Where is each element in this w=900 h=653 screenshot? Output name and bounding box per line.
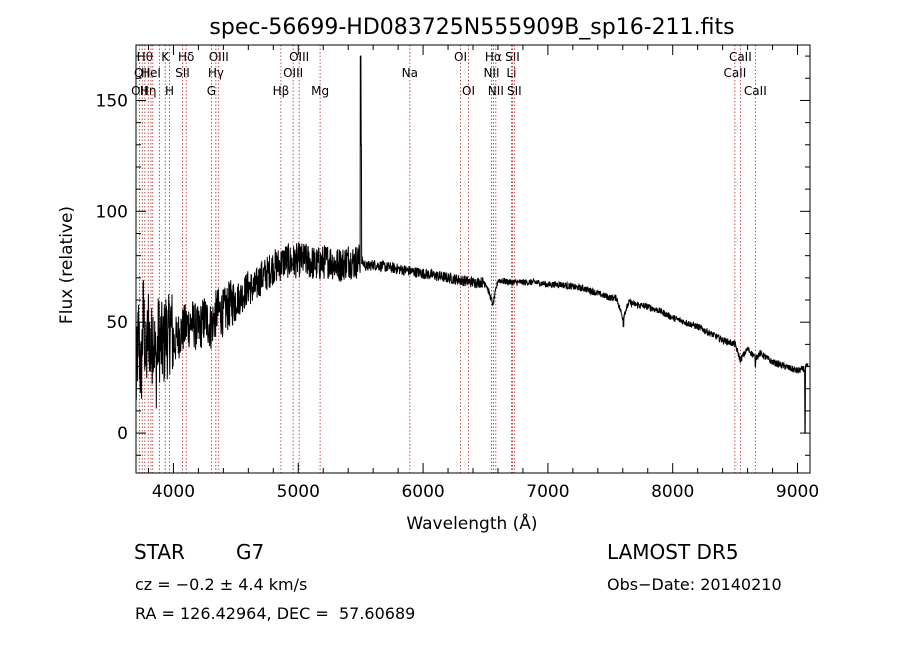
sky-coordinates: RA = 126.42964, DEC = 57.60689 [135, 604, 416, 623]
x-tick-label: 9000 [776, 482, 819, 502]
line-marker-label: Hα [485, 50, 502, 64]
plot-frame [135, 44, 811, 474]
redshift-velocity: cz = −0.2 ± 4.4 km/s [135, 575, 308, 594]
line-marker-label: OI [454, 50, 467, 64]
spectrum-line [135, 55, 809, 434]
x-axis-ticks: 4000 5000 6000 7000 8000 9000 [147, 45, 819, 502]
line-marker-label: Hθ [137, 50, 153, 64]
y-tick-label: 150 [96, 91, 128, 111]
chart-title: spec-56699-HD083725N555909B_sp16-211.fit… [209, 15, 734, 40]
line-marker-label: Li [506, 66, 516, 80]
line-marker-label: H [165, 84, 174, 98]
line-marker-label: OII [131, 84, 148, 98]
y-axis-ticks: 0 50 100 150 [96, 55, 810, 456]
x-tick-label: 5000 [277, 482, 320, 502]
line-marker-label: OIII [209, 50, 229, 64]
survey-name: LAMOST DR5 [607, 540, 739, 564]
y-tick-label: 100 [96, 202, 128, 222]
line-marker-label: Hδ [178, 50, 194, 64]
line-marker-label: NII [483, 66, 499, 80]
x-tick-label: 8000 [651, 482, 694, 502]
x-tick-label: 6000 [401, 482, 444, 502]
line-marker-label: SII [175, 66, 190, 80]
line-marker-label: Mg [311, 84, 329, 98]
line-marker-label: OIII [283, 66, 303, 80]
line-marker-label: Na [402, 66, 418, 80]
line-marker-label: OI [462, 84, 475, 98]
emission-line-markers: OIIQIIHθHηHeIKHSIIHδGHγOIIIHβOIIIOIIIMgN… [131, 45, 767, 473]
line-marker-label: K [161, 50, 170, 64]
line-marker-label: QII [134, 66, 151, 80]
x-axis-label: Wavelength (Å) [406, 512, 537, 534]
line-marker-label: Hβ [273, 84, 290, 98]
x-tick-label: 7000 [526, 482, 569, 502]
line-marker-label: CaII [723, 66, 746, 80]
x-tick-label: 4000 [152, 482, 195, 502]
line-marker-label: HeI [141, 66, 161, 80]
line-marker-label: SII [505, 50, 520, 64]
spectrum-series [135, 55, 809, 434]
line-marker-label: NII [488, 84, 504, 98]
y-tick-label: 50 [106, 313, 128, 333]
line-marker-label: G [207, 84, 216, 98]
observation-date: Obs−Date: 20140210 [607, 575, 782, 594]
line-marker-label: CaII [744, 84, 767, 98]
line-marker-label: CaII [729, 50, 752, 64]
object-subclass: G7 [236, 540, 265, 564]
line-marker-label: SII [507, 84, 522, 98]
line-marker-label: Hη [140, 84, 157, 98]
line-marker-label: Hγ [208, 66, 224, 80]
y-tick-label: 0 [117, 424, 128, 444]
object-class: STAR [134, 540, 185, 564]
line-marker-label: OIII [289, 50, 309, 64]
y-axis-label: Flux (relative) [57, 206, 77, 324]
